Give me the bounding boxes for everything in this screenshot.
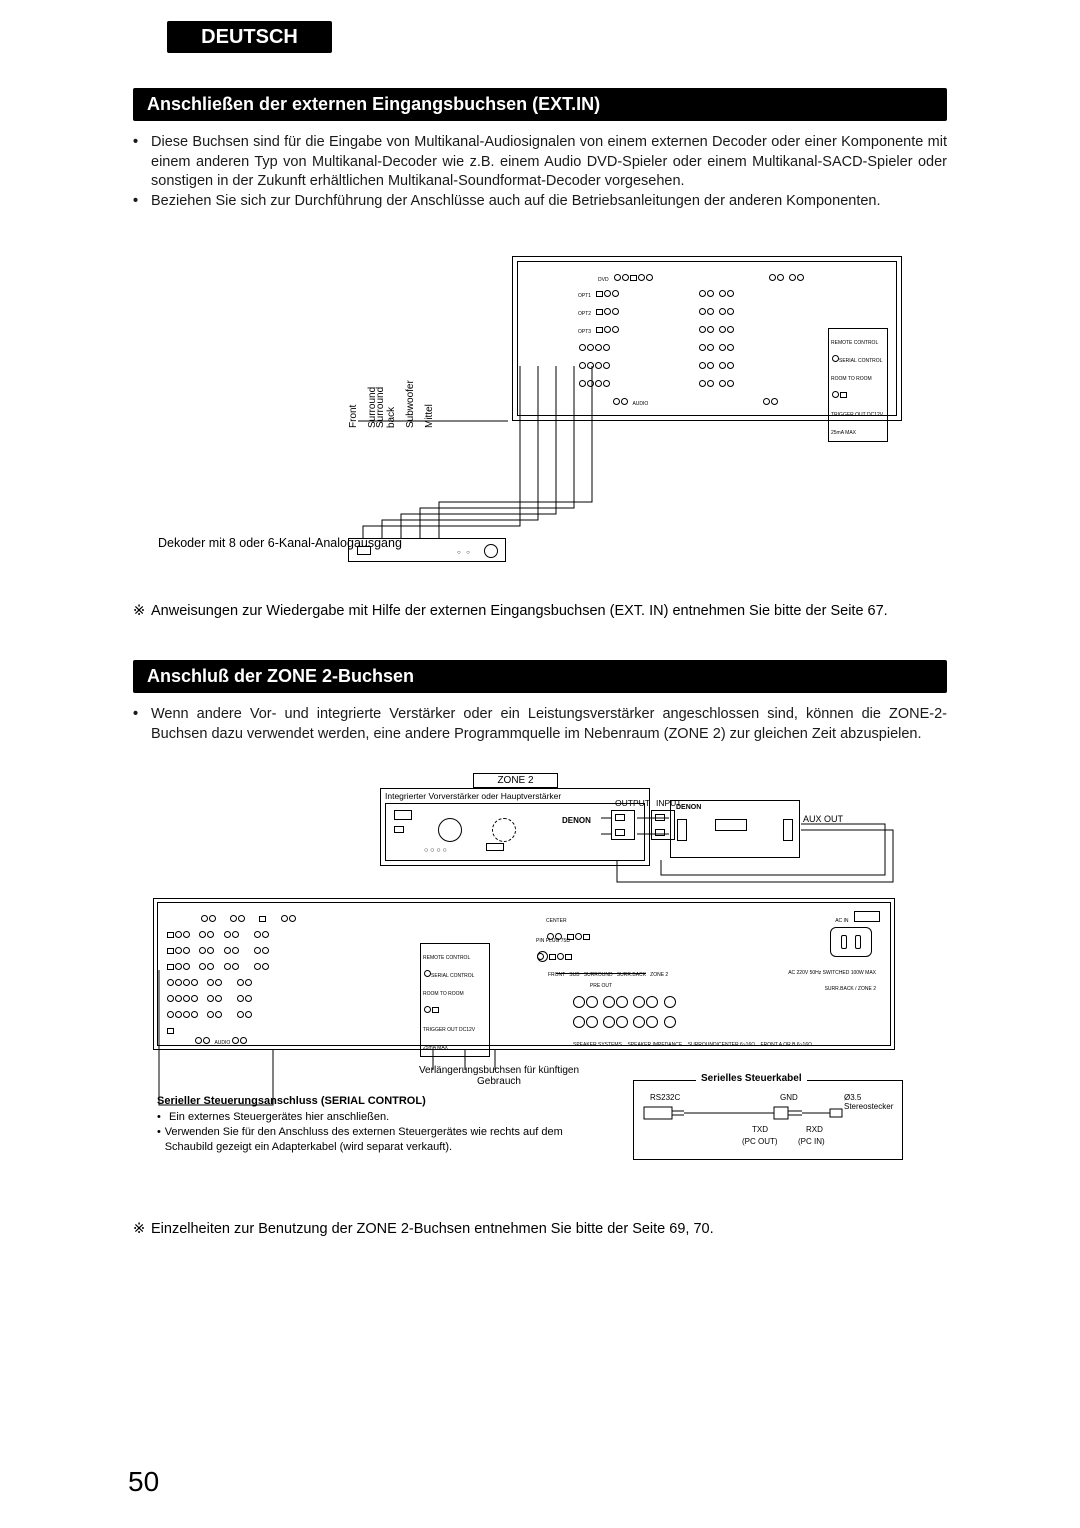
extension-jacks-label: Verlängerungsbuchsen für künftigen Gebra… xyxy=(409,1065,589,1087)
page-number: 50 xyxy=(128,1466,159,1498)
section2-bullets: • Wenn andere Vor- und integrierte Verst… xyxy=(133,705,947,744)
bullet-icon: • xyxy=(133,705,151,744)
decoder-box: ○ ○ xyxy=(348,538,506,562)
section1-note: ※ Anweisungen zur Wiedergabe mit Hilfe d… xyxy=(133,594,947,622)
diagram-zone2: ZONE 2 Integrierter Vorverstärker oder H… xyxy=(133,770,947,1220)
section1-bullets: • Diese Buchsen sind für die Eingabe von… xyxy=(133,133,947,211)
diagram-ext-in: DVD OPT1 OPT2 xyxy=(133,246,947,586)
note-text: Einzelheiten zur Benutzung der ZONE 2-Bu… xyxy=(151,1220,947,1240)
bullet-text: Beziehen Sie sich zur Durchführung der A… xyxy=(151,192,947,212)
note-text: Anweisungen zur Wiedergabe mit Hilfe der… xyxy=(151,602,947,622)
bullet-text: Diese Buchsen sind für die Eingabe von M… xyxy=(151,133,947,192)
note-icon: ※ xyxy=(133,1220,151,1240)
wiring-lines xyxy=(133,246,947,586)
serial-control-title: Serieller Steuerungsanschluss (SERIAL CO… xyxy=(157,1095,426,1107)
bullet-text: Wenn andere Vor- und integrierte Verstär… xyxy=(151,705,947,744)
note-icon: ※ xyxy=(133,602,151,622)
section1-header: Anschließen der externen Eingangsbuchsen… xyxy=(133,88,947,121)
section-zone2: Anschluß der ZONE 2-Buchsen • Wenn ander… xyxy=(133,660,947,744)
section2-note: ※ Einzelheiten zur Benutzung der ZONE 2-… xyxy=(133,1212,947,1240)
serial-cable-box: Serielles Steuerkabel RS232C GND Ø3.5 St… xyxy=(633,1080,903,1160)
section2-header: Anschluß der ZONE 2-Buchsen xyxy=(133,660,947,693)
bullet-icon: • xyxy=(133,192,151,212)
section-ext-in: Anschließen der externen Eingangsbuchsen… xyxy=(133,88,947,211)
language-tag: DEUTSCH xyxy=(167,21,332,53)
bullet-icon: • xyxy=(133,133,151,192)
serial-control-bullets: •Ein externes Steuergerätes hier anschli… xyxy=(157,1110,607,1155)
